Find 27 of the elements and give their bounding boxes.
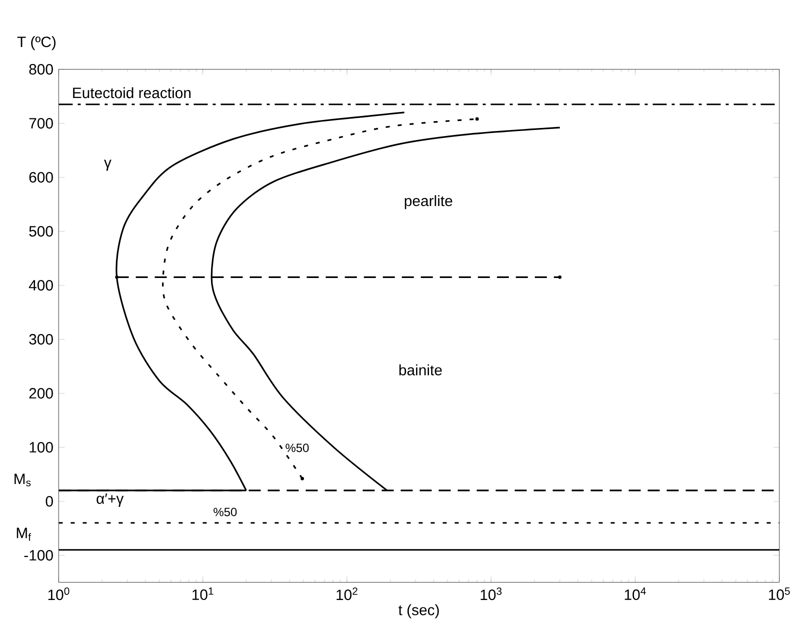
annotation: pearlite xyxy=(404,195,452,210)
x-tick-label: 10$^{3}$ xyxy=(480,587,502,600)
ref-line-label: M$_{s}$ xyxy=(14,474,31,486)
x-tick-label: 10$^{5}$ xyxy=(768,587,790,600)
x-axis-title: t (sec) xyxy=(398,604,439,618)
y-tick-label: 400 xyxy=(28,280,53,291)
y-tick-label: 700 xyxy=(29,118,53,129)
y-tick-label: 0 xyxy=(46,496,53,507)
y-tick-label: 800 xyxy=(29,64,53,75)
y-axis-title: T (ºC) xyxy=(17,36,56,50)
y-tick-label: 600 xyxy=(29,172,53,183)
y-tick-label: 300 xyxy=(29,334,53,345)
annotation: γ xyxy=(104,160,112,171)
x-tick-label: 10$^{0}$ xyxy=(48,587,70,600)
annotation: %50 xyxy=(286,444,309,452)
y-tick-label: 500 xyxy=(29,226,53,237)
x-tick-label: 10$^{2}$ xyxy=(336,587,358,600)
annotation: α′+γ xyxy=(96,494,124,507)
x-tick-label: 10$^{4}$ xyxy=(624,587,646,600)
ref-line-label: M$_{f}$ xyxy=(16,528,32,541)
annotation: bainite xyxy=(399,364,442,376)
y-tick-label: 100 xyxy=(30,442,53,453)
y-tick-label: -100 xyxy=(24,550,53,561)
ref-line-label: Eutectoid reaction xyxy=(73,87,191,98)
annotation: %50 xyxy=(214,508,237,516)
y-tick-label: 200 xyxy=(29,388,53,399)
x-tick-label: 10$^{1}$ xyxy=(192,587,214,600)
